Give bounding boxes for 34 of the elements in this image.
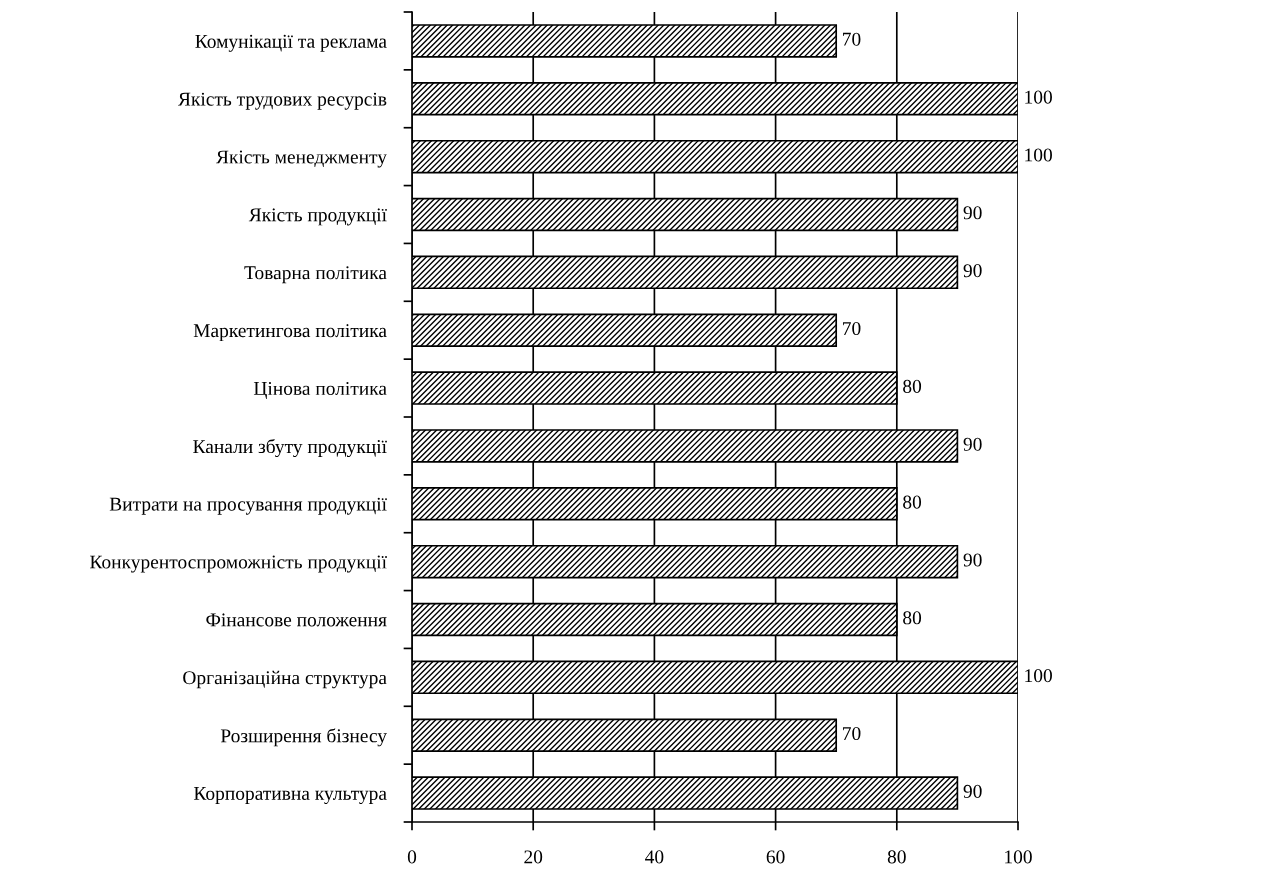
- data-label: 80: [903, 379, 922, 393]
- y-tick-label: Маркетингова політика: [193, 324, 387, 342]
- data-label: 90: [963, 553, 982, 567]
- data-label: 90: [963, 437, 982, 451]
- y-tick-label: Витрати на просування продукції: [109, 497, 387, 515]
- y-tick-label: Якість менеджменту: [216, 150, 387, 168]
- x-tick-label: 60: [766, 850, 785, 864]
- y-tick-label: Товарна політика: [244, 266, 387, 284]
- y-tick-label: Організаційна структура: [183, 670, 387, 689]
- x-tick-label: 20: [524, 850, 543, 864]
- data-label: 100: [1025, 669, 1052, 683]
- data-label: 80: [903, 611, 922, 625]
- y-tick-label: Комунікації та реклама: [195, 34, 387, 52]
- x-tick-label: 40: [645, 850, 664, 864]
- data-label: 90: [963, 784, 982, 798]
- x-tick-label: 100: [1005, 850, 1032, 864]
- y-tick-label: Якість продукції: [248, 208, 387, 226]
- data-label: 70: [843, 726, 861, 741]
- y-tick-label: Розширення бізнесу: [220, 728, 387, 747]
- y-tick-label: Цінова політика: [253, 381, 387, 399]
- data-label: 70: [843, 32, 861, 46]
- y-tick-label: Якість трудових ресурсів: [178, 92, 387, 110]
- y-tick-label: Канали збуту продукції: [193, 438, 387, 458]
- data-label: 80: [903, 495, 922, 509]
- data-label: 100: [1025, 90, 1052, 104]
- x-tick-label: 0: [407, 850, 417, 864]
- x-tick-label: 80: [887, 850, 906, 864]
- y-tick-label: Конкурентоспроможність продукції: [90, 555, 387, 573]
- data-label: 90: [963, 264, 982, 278]
- y-tick-label: Фінансове положення: [206, 613, 387, 627]
- data-label: 90: [963, 206, 982, 220]
- y-tick-label: Корпоративна культура: [193, 787, 387, 804]
- data-label: 70: [843, 321, 861, 336]
- data-label: 100: [1025, 148, 1052, 162]
